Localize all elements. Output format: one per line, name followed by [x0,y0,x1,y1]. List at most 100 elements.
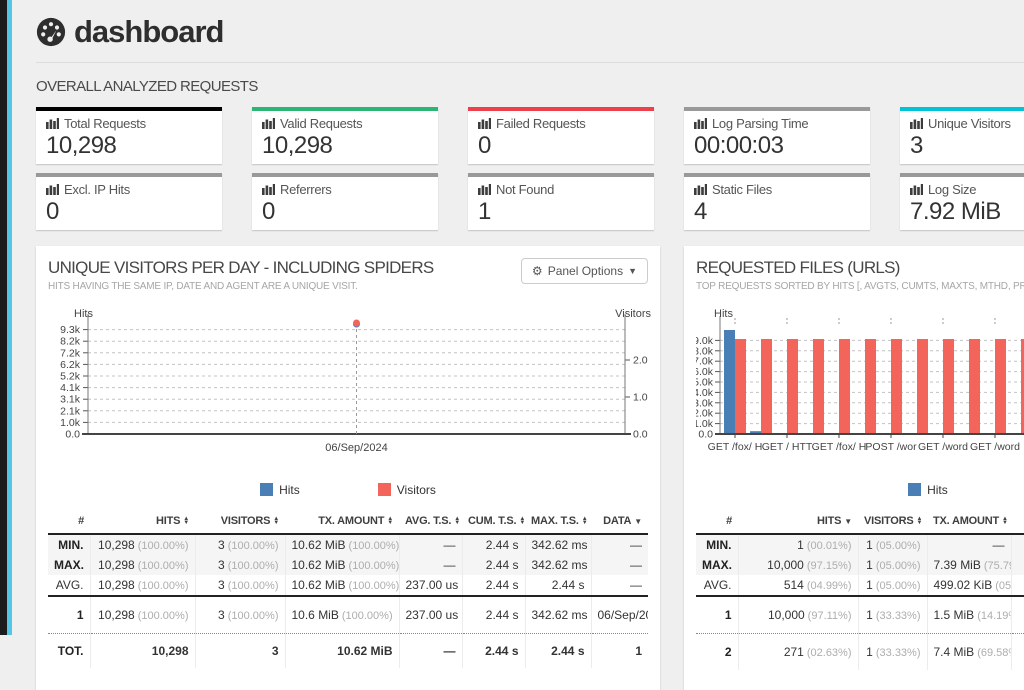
svg-text:7.0k: 7.0k [696,355,714,367]
panel-visitors: UNIQUE VISITORS PER DAY - INCLUDING SPID… [36,246,660,690]
column-header-hits[interactable]: HITS ▼ [738,510,858,535]
metric-value: 00:00:03 [694,132,784,159]
row-label: 1 [696,595,738,634]
row-label: AVG. [696,574,738,597]
table-row-min: MIN. 10,298 (100.00%) 3 (100.00%) 10.62 MiB (1… [48,533,648,555]
table-cell: 2.44 s [461,632,525,668]
metric-value: 0 [262,198,275,225]
legend-item-hits: Hits [908,483,948,497]
table-cell: 1.5 MiB(14.19%) [926,595,1011,634]
table-cell: 10.6 MiB (100.00%) [284,595,399,634]
column-header-[interactable]: # [48,510,90,535]
panel-requests-subtitle: TOP REQUESTS SORTED BY HITS [, AVGTS, CU… [696,280,1024,292]
visitors-chart-svg: 0.01.0k2.1k3.1k4.1k5.2k6.2k7.2k8.2k9.3k0… [60,308,651,454]
svg-text:GET /fox/ H: GET /fox/ H [708,441,763,453]
table-cell: 10,298 (100.00%) [89,595,195,634]
svg-text:8.0k: 8.0k [696,345,714,357]
table-cell: 342.62 ms [524,533,591,555]
column-header-avg-t-s[interactable]: AVG. T.S.▲▼ [399,510,462,535]
legend-swatch [260,483,274,497]
app-title: dashboard [74,14,224,49]
metric-label: Log Size [928,182,977,197]
table-cell: — [398,533,462,555]
svg-text:GET / HTT: GET / HTT [762,441,813,453]
table-row-avg: AVG.514(04.99%)1(05.00%)499.02 KiB(05.00… [696,574,1024,597]
bar-chart-icon [478,184,491,195]
metric-card-log-parsing-time: Log Parsing Time 00:00:03 [684,107,870,164]
row-label: 2 [696,632,738,670]
column-header-tx-amount[interactable]: TX. AMOUNT ▲ ▼ [285,510,399,535]
table-cell: 3 (100.00%) [194,554,285,575]
svg-text:6.0k: 6.0k [696,366,714,378]
bar-chart-icon [262,118,275,129]
row-label: AVG. [48,574,90,597]
table-cell: 10,000 (97.15%) [737,554,858,575]
table-cell: 1 (05.00%) [857,533,927,555]
bar-chart-icon [46,184,59,195]
table-row-avg: AVG. 10,298 (100.00%) 3 (100.00%) 10.62 MiB (1… [48,574,648,597]
column-header-visitors[interactable]: VISITORS ▲ ▼ [858,510,927,535]
visitors-table: # HITS ▲ ▼ VISITORS ▲ ▼ TX. AMOUNT ▲ ▼ AVG. T.S. ▲ ▼… [48,510,648,668]
column-header-data[interactable]: DATA ▼ [591,510,648,535]
table-cell: 342.62 ms [524,554,591,575]
panel-visitors-subtitle: HITS HAVING THE SAME IP, DATE AND AGENT … [48,280,358,292]
app-header: dashboard [36,14,1024,50]
table-cell: — [590,554,648,575]
table-cell: 06/Sep/2024 [590,595,648,634]
table-row-1: 1 10,298 (100.00%) 3 (100.00%) 10.6 MiB (100.0… [48,595,648,634]
table-cell: 7.4 MiB(69.58%) [926,632,1011,670]
legend-item-visitors: Visitors [377,483,436,497]
svg-text:8.2k: 8.2k [60,335,81,347]
table-cell: 1 (05.00%) [857,574,927,597]
bar-chart-icon [46,118,59,129]
requests-table: #HITS▼VISITORS▲▼TX. AMOUNT▲▼AVG. T.S.▲▼M… [696,510,1024,670]
table-cell: 514 (04.99%) [737,574,858,597]
table-cell: 1 (33.33%) [857,595,927,634]
page: dashboard OVERALL ANALYZED REQUESTS Tota… [12,0,1024,690]
table-cell: 3 (100.00%) [194,595,285,634]
metric-value: 0 [478,132,491,159]
column-header-tx-amount[interactable]: TX. AMOUNT ▲ ▼ [927,510,1011,535]
column-header-max-t-s[interactable]: MAX. T.S. ▲ ▼ [525,510,591,535]
svg-text:06/Sep/2024: 06/Sep/2024 [325,442,387,454]
metric-value: 10,298 [46,132,117,159]
svg-text:1.0k: 1.0k [60,416,81,428]
svg-text:GET /fox/ H: GET /fox/ H [812,441,867,453]
table-cell: 1 (33.33%) [857,632,927,670]
column-header-[interactable]: # [696,510,738,535]
metric-value: 7.92 MiB [910,198,1001,225]
table-cell: — [590,574,648,597]
panel-requests-title: REQUESTED FILES (URLS) [696,258,900,277]
column-header-avg-t-s[interactable]: AVG. T.S.▲▼ [1011,510,1024,535]
svg-text:Visitors: Visitors [615,308,651,320]
svg-text:6.2k: 6.2k [60,358,81,370]
table-cell: — [398,632,462,668]
table-cell: 2.44 s [461,595,525,634]
metric-card-referrers: Referrers 0 [252,173,438,230]
sort-desc-icon: ▼ [634,516,642,526]
metric-label: Not Found [496,182,555,197]
svg-text:3.1k: 3.1k [60,393,81,405]
column-header-hits[interactable]: HITS ▲ ▼ [90,510,195,535]
table-cell: 2.44 s [461,574,525,597]
table-cell: 10.62 MiB (100.00%) [284,554,399,575]
column-header-cum-t-s[interactable]: CUM. T.S. ▲ ▼ [462,510,525,535]
panel-options-button[interactable]: ⚙ Panel Options ▼ [520,258,648,284]
metric-label: Valid Requests [280,116,363,131]
svg-text:7.2k: 7.2k [60,347,81,359]
table-row-1: 110,000(97.11%)1(33.33%)1.5 MiB(14.19%)1 [696,595,1024,634]
metric-card-log-size: Log Size 7.92 MiB [900,173,1024,230]
sort-icon: ▲ ▼ [183,515,189,526]
metric-value: 10,298 [262,132,333,159]
table-cell: 1 [1010,595,1024,634]
legend-swatch [377,483,391,497]
table-cell: 1 (05.00%) [857,554,927,575]
svg-text:9.3k: 9.3k [60,324,81,336]
metric-card-valid-requests: Valid Requests 10,298 [252,107,438,164]
column-header-visitors[interactable]: VISITORS ▲ ▼ [195,510,285,535]
table-cell: 342.62 ms [524,595,591,634]
table-cell: 3 (100.00%) [194,533,285,555]
metric-value: 0 [46,198,59,225]
svg-text:9.0k: 9.0k [696,334,714,346]
svg-text:Hits: Hits [74,308,93,320]
